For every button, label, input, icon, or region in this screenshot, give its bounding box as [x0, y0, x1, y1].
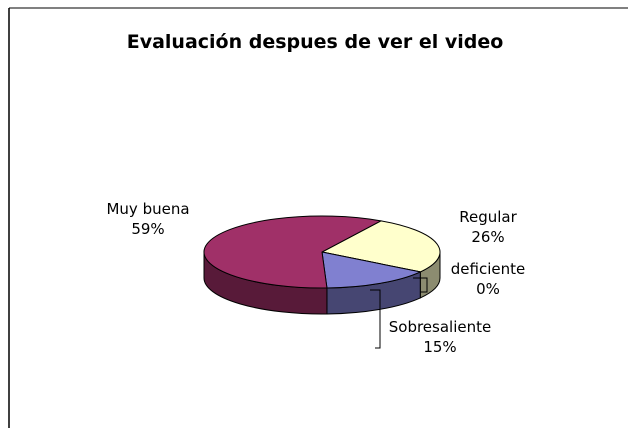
slice-value-label: 59% [131, 220, 164, 238]
slice-value-label: 0% [476, 280, 500, 298]
leader-line [413, 277, 428, 293]
slice-label: deficiente [451, 260, 525, 278]
slice [203, 215, 383, 289]
slice [320, 220, 441, 273]
slice-label: Sobresaliente [389, 318, 491, 336]
slice-label: Regular [459, 208, 517, 226]
slice-value-label: 15% [423, 338, 456, 356]
chart-title: Evaluación despues de ver el video [127, 31, 504, 53]
leader-line [370, 289, 381, 349]
slice [321, 251, 422, 289]
slice-label: Muy buena [106, 200, 189, 218]
slice-value-label: 26% [471, 228, 504, 246]
